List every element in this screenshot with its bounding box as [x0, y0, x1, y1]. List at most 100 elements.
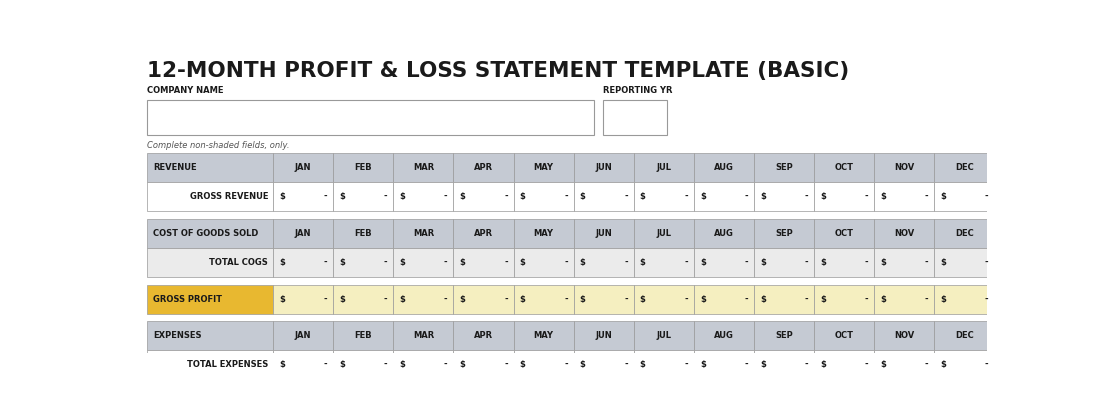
Text: -: - [444, 295, 448, 304]
Text: -: - [685, 258, 688, 267]
Bar [333, 387, 394, 397]
Text: -: - [925, 192, 928, 201]
Bar [574, 387, 634, 397]
Bar [935, 285, 995, 314]
Bar [333, 153, 394, 182]
Text: -: - [864, 258, 869, 267]
Text: JUN: JUN [596, 163, 612, 172]
Bar [574, 321, 634, 350]
Bar [935, 219, 995, 248]
Text: MAR: MAR [412, 163, 434, 172]
Text: $: $ [339, 295, 346, 304]
Bar [603, 100, 667, 135]
Text: COST OF GOODS SOLD: COST OF GOODS SOLD [154, 229, 259, 238]
Text: JUN: JUN [596, 331, 612, 340]
Bar [333, 285, 394, 314]
Text: -: - [504, 295, 508, 304]
Bar [394, 387, 453, 397]
Text: $: $ [520, 295, 525, 304]
Text: SEP: SEP [776, 229, 793, 238]
Text: AUG: AUG [714, 229, 734, 238]
Text: $: $ [821, 360, 826, 369]
Text: -: - [444, 360, 448, 369]
Bar [754, 248, 814, 277]
Bar [814, 219, 874, 248]
Bar [147, 219, 273, 248]
Text: $: $ [760, 192, 766, 201]
Text: EXPENSES: EXPENSES [154, 331, 202, 340]
Text: FEB: FEB [354, 229, 372, 238]
Bar [513, 321, 574, 350]
Text: REPORTING YR: REPORTING YR [603, 86, 672, 95]
Text: -: - [804, 295, 808, 304]
Text: -: - [324, 295, 327, 304]
Text: -: - [564, 360, 568, 369]
Text: $: $ [579, 258, 586, 267]
Bar [634, 219, 694, 248]
Bar [634, 321, 694, 350]
Bar [513, 153, 574, 182]
Text: APR: APR [474, 229, 493, 238]
Text: -: - [324, 360, 327, 369]
Bar [694, 153, 754, 182]
Text: -: - [444, 192, 448, 201]
Text: SEP: SEP [776, 163, 793, 172]
Bar [453, 350, 513, 379]
Bar [814, 387, 874, 397]
Bar [453, 182, 513, 211]
Text: $: $ [520, 192, 525, 201]
Bar [634, 248, 694, 277]
Bar [513, 248, 574, 277]
Bar [333, 182, 394, 211]
Bar [147, 248, 273, 277]
Bar [574, 219, 634, 248]
Bar [814, 350, 874, 379]
Text: OCT: OCT [835, 163, 853, 172]
Text: -: - [864, 295, 869, 304]
Bar [874, 182, 935, 211]
Text: $: $ [460, 295, 465, 304]
Text: JUL: JUL [656, 229, 671, 238]
Bar [333, 219, 394, 248]
Bar [273, 248, 333, 277]
Text: -: - [564, 192, 568, 201]
Bar [333, 321, 394, 350]
Text: JAN: JAN [295, 229, 312, 238]
Bar [874, 248, 935, 277]
Text: FEB: FEB [354, 163, 372, 172]
Text: $: $ [279, 258, 285, 267]
Text: $: $ [880, 192, 886, 201]
Text: MAY: MAY [533, 229, 554, 238]
Text: -: - [804, 192, 808, 201]
Text: $: $ [940, 258, 946, 267]
Bar [574, 350, 634, 379]
Bar [147, 182, 273, 211]
Text: $: $ [279, 295, 285, 304]
Text: JAN: JAN [295, 331, 312, 340]
Bar [935, 153, 995, 182]
Bar [147, 153, 273, 182]
Bar [147, 350, 273, 379]
Text: TOTAL EXPENSES: TOTAL EXPENSES [186, 360, 268, 369]
Text: JUL: JUL [656, 331, 671, 340]
Text: DEC: DEC [955, 229, 974, 238]
Text: $: $ [640, 258, 646, 267]
Text: -: - [745, 295, 748, 304]
Text: -: - [745, 258, 748, 267]
Text: -: - [985, 258, 988, 267]
Text: -: - [444, 258, 448, 267]
Text: -: - [985, 295, 988, 304]
Bar [874, 153, 935, 182]
Bar [754, 321, 814, 350]
Text: -: - [324, 192, 327, 201]
Text: JAN: JAN [295, 163, 312, 172]
Text: -: - [624, 192, 627, 201]
Text: -: - [985, 360, 988, 369]
Text: COMPANY NAME: COMPANY NAME [147, 86, 224, 95]
Text: NOV: NOV [894, 229, 915, 238]
Text: NOV: NOV [894, 163, 915, 172]
Text: -: - [985, 192, 988, 201]
Bar [574, 248, 634, 277]
Text: -: - [624, 258, 627, 267]
Text: -: - [745, 360, 748, 369]
